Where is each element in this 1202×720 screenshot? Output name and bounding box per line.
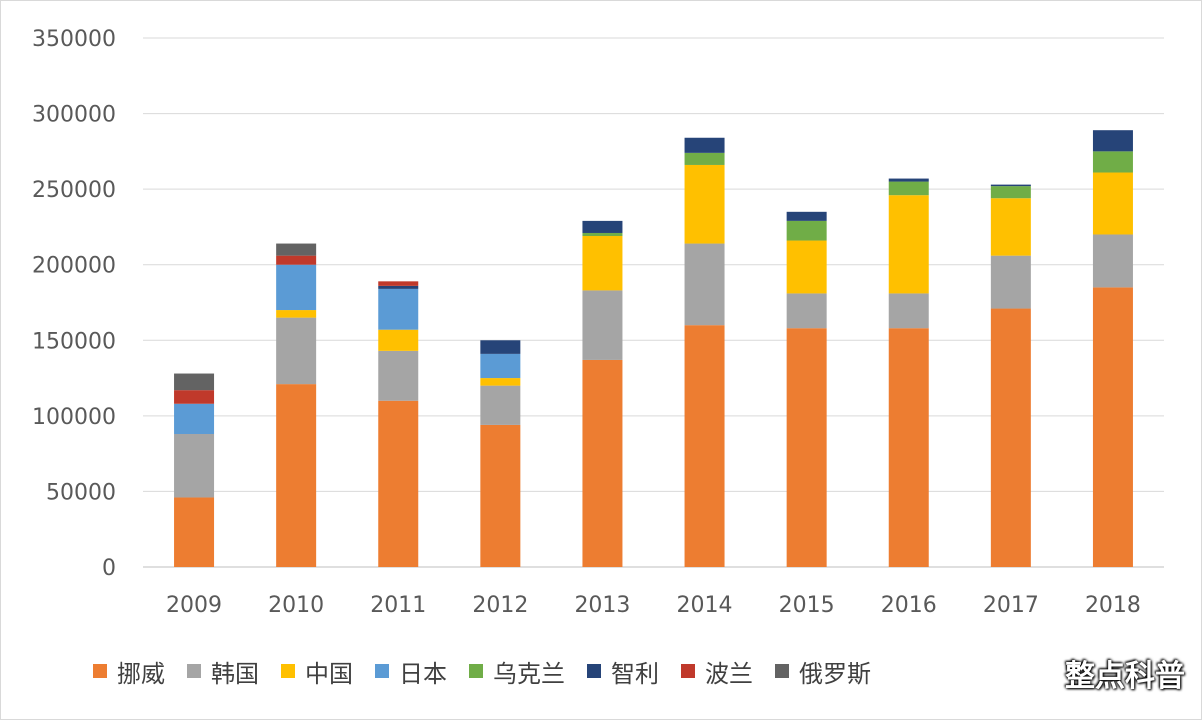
bar-segment xyxy=(276,255,317,265)
bar-segment xyxy=(888,293,929,329)
bar-segment xyxy=(480,385,521,425)
legend-swatch xyxy=(375,664,389,678)
bar-segment xyxy=(990,198,1031,256)
bar-segment xyxy=(582,235,623,291)
x-tick-label: 2009 xyxy=(166,593,222,618)
y-tick-label: 350000 xyxy=(32,27,116,52)
bar-segment xyxy=(888,195,929,294)
bar-segment xyxy=(378,288,419,330)
bar-segment xyxy=(276,310,317,318)
bar-segment xyxy=(1092,130,1133,152)
bar-segment xyxy=(786,328,827,567)
x-tick-label: 2017 xyxy=(983,593,1039,618)
x-tick-label: 2013 xyxy=(574,593,630,618)
bar-segment xyxy=(990,255,1031,309)
y-tick-label: 100000 xyxy=(32,405,116,430)
bar-segment xyxy=(1092,172,1133,235)
bar-segment xyxy=(276,384,317,567)
y-tick-label: 200000 xyxy=(32,254,116,279)
watermark: 整点科普 xyxy=(1065,659,1185,694)
bar-segment xyxy=(480,378,521,386)
legend-item: 俄罗斯 xyxy=(775,654,871,689)
bar-segment xyxy=(786,220,827,241)
x-tick-label: 2018 xyxy=(1085,593,1141,618)
bar-segment xyxy=(378,350,419,401)
x-tick-label: 2014 xyxy=(677,593,733,618)
legend-label: 波兰 xyxy=(705,659,753,688)
legend-label: 挪威 xyxy=(117,659,165,688)
bar-segment xyxy=(684,152,725,165)
bar-segment xyxy=(582,232,623,236)
x-tick-label: 2010 xyxy=(268,593,324,618)
bar-segment xyxy=(888,181,929,196)
bar-segment xyxy=(378,329,419,351)
x-tick-label: 2015 xyxy=(779,593,835,618)
bar-segment xyxy=(990,308,1031,567)
bar-segment xyxy=(378,285,419,289)
bar-segment xyxy=(684,164,725,244)
legend-item: 波兰 xyxy=(681,654,753,689)
legend-swatch xyxy=(681,664,695,678)
bar-segment xyxy=(378,400,419,567)
legend-label: 韩国 xyxy=(211,659,259,688)
legend-label: 俄罗斯 xyxy=(799,659,871,688)
bar-segment xyxy=(174,497,215,567)
bar-segment xyxy=(786,293,827,329)
bar-segment xyxy=(786,211,827,221)
bar-segment xyxy=(684,243,725,326)
legend-swatch xyxy=(587,664,601,678)
legend: 挪威 韩国 中国 日本 乌克兰 智利 波兰 俄罗斯 xyxy=(93,651,893,691)
bar-segment xyxy=(480,340,521,354)
legend-label: 日本 xyxy=(399,659,447,688)
legend-swatch xyxy=(187,664,201,678)
bar-segment xyxy=(684,137,725,153)
legend-swatch xyxy=(775,664,789,678)
bar-segment xyxy=(582,290,623,360)
y-tick-label: 50000 xyxy=(46,480,116,505)
bar-segment xyxy=(888,328,929,567)
legend-label: 智利 xyxy=(611,659,659,688)
y-tick-label: 0 xyxy=(102,556,116,581)
legend-item: 智利 xyxy=(587,654,659,689)
bar-segment xyxy=(276,264,317,311)
y-tick-label: 250000 xyxy=(32,178,116,203)
legend-swatch xyxy=(281,664,295,678)
legend-item: 日本 xyxy=(375,654,447,689)
bar-segment xyxy=(684,325,725,567)
bar-segment xyxy=(990,184,1031,187)
x-tick-label: 2016 xyxy=(881,593,937,618)
bar-segment xyxy=(888,178,929,182)
legend-label: 中国 xyxy=(305,659,353,688)
bar-segment xyxy=(1092,287,1133,567)
legend-label: 乌克兰 xyxy=(493,659,565,688)
legend-item: 挪威 xyxy=(93,654,165,689)
bar-segment xyxy=(276,243,317,256)
bar-segment xyxy=(480,424,521,567)
y-tick-label: 300000 xyxy=(32,103,116,128)
legend-swatch xyxy=(93,664,107,678)
legend-swatch xyxy=(469,664,483,678)
bar-segment xyxy=(1092,151,1133,173)
x-tick-label: 2011 xyxy=(370,593,426,618)
bar-segment xyxy=(174,390,215,404)
bar-segment xyxy=(786,240,827,294)
bar-segment xyxy=(378,281,419,286)
bar-segment xyxy=(276,317,317,385)
bar-segment xyxy=(174,373,215,391)
legend-item: 韩国 xyxy=(187,654,259,689)
bar-segment xyxy=(1092,234,1133,288)
x-tick-label: 2012 xyxy=(472,593,528,618)
legend-item: 中国 xyxy=(281,654,353,689)
bar-segment xyxy=(480,353,521,379)
bar-segment xyxy=(174,403,215,434)
y-tick-label: 150000 xyxy=(32,329,116,354)
legend-item: 乌克兰 xyxy=(469,654,565,689)
bar-segment xyxy=(990,186,1031,199)
bar-segment xyxy=(582,220,623,233)
bar-segment xyxy=(174,433,215,498)
bar-segment xyxy=(582,359,623,567)
